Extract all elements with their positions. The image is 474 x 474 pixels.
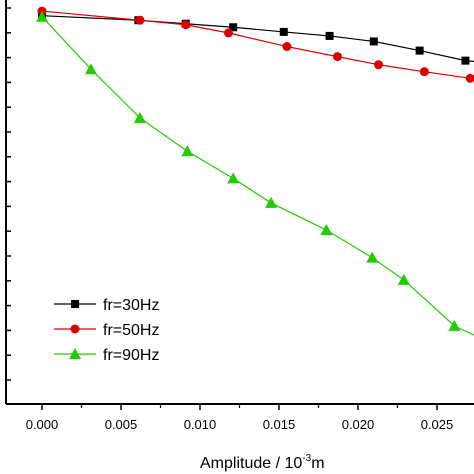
- series-1-point: [229, 23, 238, 32]
- series-2-point: [374, 60, 384, 70]
- x-axis-title-main: Amplitude / 10: [200, 455, 302, 472]
- x-tick-label: 0.015: [263, 417, 296, 432]
- x-tick-label: 0.020: [342, 417, 375, 432]
- legend-item-1: fr=30Hz: [54, 297, 159, 314]
- legend: fr=30Hz fr=50Hz fr=90Hz: [54, 297, 159, 364]
- series-1-point: [369, 37, 378, 46]
- series-3-point: [397, 273, 410, 285]
- x-tick-label: 0.000: [26, 417, 59, 432]
- series-1-point: [415, 46, 424, 55]
- series-3-point: [84, 63, 97, 75]
- y-axis-ticks: [6, 7, 11, 381]
- legend-label: fr=30Hz: [103, 297, 159, 314]
- series-3-point: [36, 10, 48, 22]
- legend-marker: [71, 300, 79, 308]
- series-1-point: [325, 31, 334, 40]
- series-3-point: [265, 196, 278, 208]
- x-axis-title-unit: m: [311, 455, 324, 472]
- legend-item-3: fr=90Hz: [54, 347, 159, 364]
- plot-area: [36, 6, 474, 336]
- series-group: [36, 6, 474, 336]
- series-3-point: [227, 172, 240, 184]
- x-axis-ticks: 0.000 0.005 0.010 0.015 0.020 0.025: [26, 404, 454, 432]
- series-3-point: [133, 111, 146, 123]
- series-2-line: [41, 10, 474, 80]
- series-3-point: [181, 145, 194, 157]
- axes: [5, 0, 474, 405]
- series-2-point: [135, 15, 145, 25]
- series-2-point: [419, 67, 429, 77]
- x-axis-title-exponent: -3: [302, 453, 311, 464]
- series-1-point: [461, 56, 470, 65]
- legend-marker: [70, 324, 80, 334]
- x-tick-label: 0.025: [421, 417, 454, 432]
- legend-marker: [69, 348, 81, 359]
- series-3-point: [320, 224, 333, 236]
- legend-label: fr=50Hz: [103, 322, 159, 339]
- series-3: [36, 10, 474, 336]
- legend-item-2: fr=50Hz: [54, 322, 159, 339]
- series-2-point: [282, 42, 292, 52]
- series-3-point: [448, 319, 461, 331]
- x-tick-label: 0.005: [105, 417, 138, 432]
- legend-label: fr=90Hz: [103, 347, 159, 364]
- x-tick-label: 0.010: [184, 417, 217, 432]
- series-2-point: [181, 20, 191, 30]
- series-2-point: [332, 52, 342, 62]
- series-3-point: [366, 251, 379, 263]
- series-1-point: [279, 27, 288, 36]
- series-2-point: [465, 73, 474, 83]
- x-axis-title: Amplitude / 10-3m: [200, 453, 325, 472]
- series-2-point: [223, 28, 233, 38]
